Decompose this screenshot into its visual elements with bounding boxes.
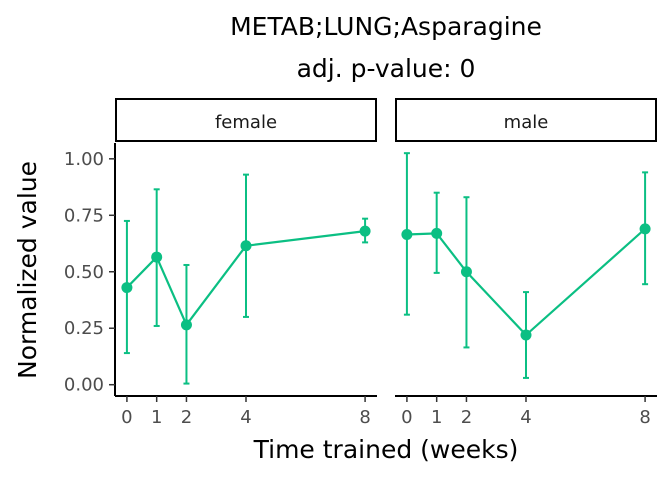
strip-label-male: male <box>504 112 549 133</box>
x-tick-label: 8 <box>359 407 370 428</box>
chart-subtitle: adj. p-value: 0 <box>297 54 476 83</box>
data-point <box>520 329 532 341</box>
x-tick-label: 1 <box>431 407 442 428</box>
data-point <box>151 251 163 263</box>
data-point <box>180 319 192 331</box>
y-tick-label: 0.00 <box>64 375 104 396</box>
strip-male <box>395 98 657 142</box>
chart-title: METAB;LUNG;Asparagine <box>230 12 542 41</box>
strip-female <box>115 98 377 142</box>
y-tick-label: 0.50 <box>64 262 104 283</box>
data-point <box>359 225 371 237</box>
panel-female: female 0.00 0.25 0.50 0.75 1.00 0 1 2 4 8 <box>64 98 377 428</box>
x-tick-label: 1 <box>151 407 162 428</box>
x-tick-label: 4 <box>240 407 251 428</box>
data-point <box>460 266 472 278</box>
data-point <box>639 223 651 235</box>
data-point <box>240 240 252 252</box>
data-point <box>121 282 133 294</box>
x-tick-label: 8 <box>639 407 650 428</box>
x-tick-label: 4 <box>520 407 531 428</box>
y-tick-label: 0.25 <box>64 318 104 339</box>
x-tick-label: 0 <box>121 407 132 428</box>
data-point <box>431 227 443 239</box>
panel-male: male 0 1 2 4 8 <box>395 98 657 428</box>
x-tick-label: 2 <box>461 407 472 428</box>
y-tick-label: 0.75 <box>64 205 104 226</box>
y-tick-label: 1.00 <box>64 149 104 170</box>
x-axis-title: Time trained (weeks) <box>253 435 519 464</box>
y-axis-title: Normalized value <box>13 161 42 379</box>
x-tick-label: 2 <box>181 407 192 428</box>
x-tick-label: 0 <box>401 407 412 428</box>
data-point <box>401 228 413 240</box>
strip-label-female: female <box>215 112 277 133</box>
